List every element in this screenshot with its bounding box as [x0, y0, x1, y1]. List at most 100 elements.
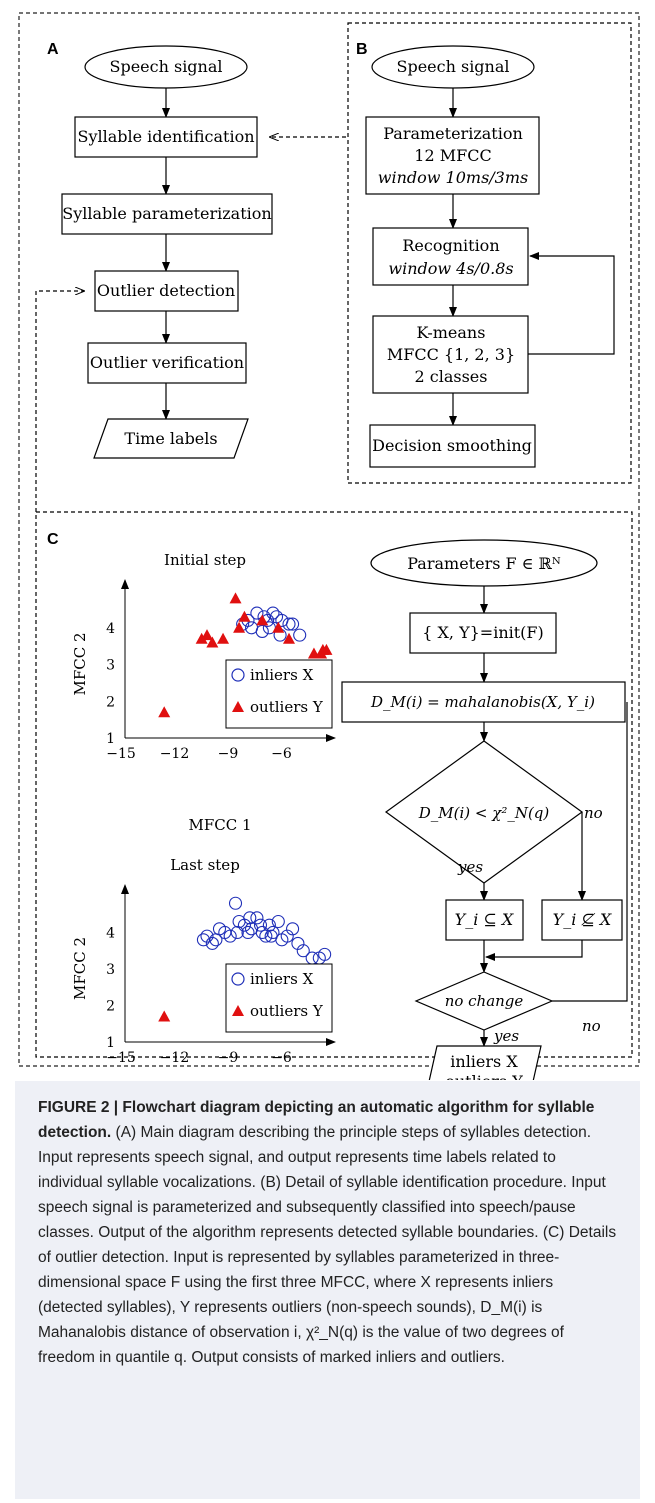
inlier-point — [250, 606, 264, 620]
inlier-point — [205, 936, 219, 950]
figure: A Speech signal Syllable identification … — [18, 12, 640, 1080]
output-line2: outliers Y — [445, 1072, 523, 1080]
syllable-parameterization-label: Syllable parameterization — [62, 204, 271, 223]
x-tick-label: −15 — [106, 746, 136, 762]
inlier-point — [271, 914, 285, 929]
panel-a-label: A — [47, 41, 59, 58]
mahalanobis-label: D_M(i) = mahalanobis(X, Y_i) — [370, 693, 595, 711]
x-tick-label: −12 — [160, 746, 190, 762]
subset-label: Y_i ⊆ X — [455, 910, 514, 929]
speech-signal-label: Speech signal — [109, 57, 222, 76]
time-labels-label: Time labels — [124, 429, 217, 448]
legend — [225, 963, 333, 1033]
subset-box — [445, 899, 524, 941]
figure-caption: FIGURE 2 | Flowchart diagram depicting a… — [15, 1081, 640, 1499]
mahalanobis-box — [341, 681, 626, 723]
c-to-a-link — [35, 291, 84, 512]
chart-title: Initial step — [164, 551, 246, 569]
scatter-initial-step: Initial step −15 −12 −9 −6 1 2 3 4 MFCC 2 MFCC 1 in… — [71, 551, 336, 834]
legend — [225, 659, 333, 729]
inlier-point — [318, 947, 332, 961]
kmeans-box — [372, 315, 529, 394]
y-tick-label: 4 — [106, 621, 115, 637]
x-tick-label: −12 — [160, 1050, 190, 1066]
inlier-point — [264, 929, 278, 943]
inlier-point — [255, 624, 269, 638]
panel-b-frame — [347, 22, 632, 484]
inlier-point — [223, 929, 237, 943]
legend-label: inliers X — [250, 970, 314, 988]
y-axis-label: MFCC 2 — [71, 937, 89, 1000]
output-parallelogram — [428, 1045, 542, 1080]
y-tick-label: 1 — [106, 731, 115, 747]
syllable-identification-box — [74, 116, 258, 158]
init-box — [409, 612, 557, 654]
decision-smoothing-box — [369, 424, 536, 468]
outlier-point — [256, 614, 269, 626]
output-line1: inliers X — [450, 1052, 518, 1071]
init-label: { X, Y}=init(F) — [422, 623, 544, 642]
outlier-point — [195, 632, 208, 644]
kmeans-feedback-arrow — [528, 252, 615, 355]
inlier-point — [305, 951, 319, 965]
no-change-no-label: no — [582, 1017, 601, 1035]
decision-yes-label: yes — [457, 858, 483, 876]
no-change-yes-label: yes — [493, 1027, 519, 1045]
y-axis-label: MFCC 2 — [71, 632, 89, 695]
panel-c-label: C — [47, 531, 59, 548]
inlier-point — [293, 628, 307, 642]
inlier-point — [255, 925, 269, 940]
threshold-decision-label: D_M(i) < χ²_N(q) — [418, 804, 550, 822]
outlier-point — [229, 592, 242, 604]
legend-triangle-icon — [232, 701, 244, 712]
inlier-point — [259, 929, 273, 943]
inlier-point — [241, 925, 255, 940]
y-tick-label: 3 — [106, 962, 115, 978]
panel-c: C Parameters F ∈ ℝᴺ { X, Y}=init(F) D_M(… — [35, 511, 633, 1080]
parameterization-line1: Parameterization — [383, 124, 523, 143]
inlier-point — [243, 911, 257, 925]
legend-circle-icon — [231, 972, 245, 986]
x-tick-label: −6 — [271, 746, 292, 762]
kmeans-line2: MFCC {1, 2, 3} — [387, 345, 515, 364]
recognition-box — [372, 227, 529, 286]
x-tick-label: −15 — [106, 1050, 136, 1066]
not-subset-label: Y_i ⊈ X — [553, 910, 612, 929]
time-labels-output — [93, 418, 249, 459]
chart-title: Last step — [170, 856, 240, 874]
inlier-point — [250, 911, 264, 925]
panel-c-frame — [35, 511, 633, 1058]
caption-label: FIGURE 2 | Flowchart diagram depicting a… — [38, 1099, 595, 1141]
outlier-point — [316, 643, 329, 655]
outlier-point — [233, 621, 246, 633]
outlier-point — [238, 610, 251, 622]
outlier-point — [283, 632, 295, 644]
parameters-label: Parameters F ∈ ℝᴺ — [407, 554, 561, 573]
outlier-verification-label: Outlier verification — [90, 353, 244, 372]
legend-label: outliers Y — [250, 698, 324, 716]
x-tick-label: −9 — [218, 746, 239, 762]
inlier-point — [296, 944, 310, 958]
outlier-point — [158, 1010, 171, 1022]
legend-triangle-icon — [232, 1005, 244, 1016]
outlier-verification-box — [87, 342, 247, 384]
x-tick-label: −9 — [218, 1050, 239, 1066]
panel-b: B Speech signal Parameterization 12 MFCC… — [347, 22, 632, 484]
outer-frame — [18, 12, 640, 1067]
parameterization-line2: 12 MFCC — [414, 146, 491, 165]
inlier-point — [286, 922, 300, 936]
recognition-line1: Recognition — [402, 236, 499, 255]
decision-smoothing-label: Decision smoothing — [372, 436, 532, 455]
inlier-point — [282, 617, 296, 631]
recognition-line2: window 4s/0.8s — [388, 259, 513, 278]
inlier-point — [286, 617, 300, 631]
parameterization-line3: window 10ms/3ms — [378, 168, 528, 187]
b-speech-signal-label: Speech signal — [396, 57, 509, 76]
x-axis-label: MFCC 1 — [188, 816, 251, 834]
kmeans-line1: K-means — [417, 323, 486, 342]
inlier-point — [228, 896, 243, 910]
outlier-point — [206, 636, 219, 648]
inlier-point — [209, 933, 223, 947]
no-change-label: no change — [445, 992, 524, 1010]
